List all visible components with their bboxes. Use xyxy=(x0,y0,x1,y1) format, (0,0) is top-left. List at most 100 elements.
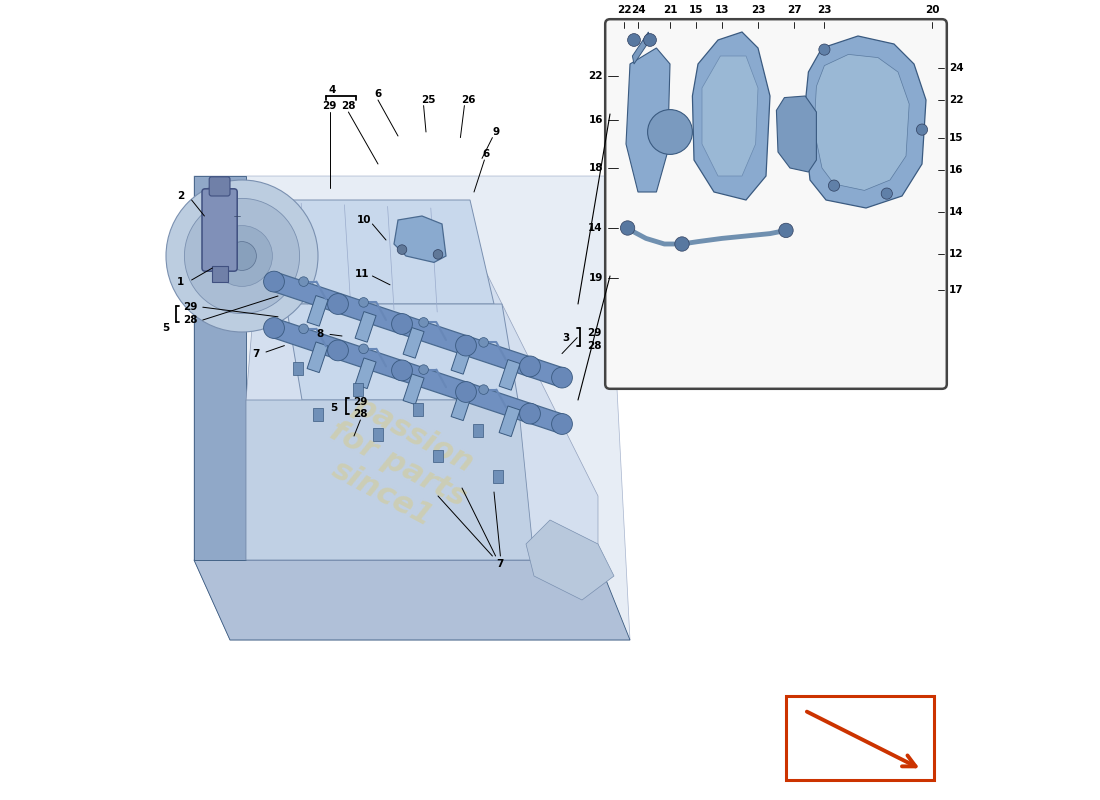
Circle shape xyxy=(228,242,256,270)
Circle shape xyxy=(674,237,690,251)
Circle shape xyxy=(478,338,488,347)
Polygon shape xyxy=(194,560,630,640)
Circle shape xyxy=(397,245,407,254)
Polygon shape xyxy=(271,319,565,433)
Text: 29: 29 xyxy=(586,328,602,338)
FancyBboxPatch shape xyxy=(209,177,230,196)
Text: 23: 23 xyxy=(817,5,832,14)
Bar xyxy=(373,428,383,441)
Circle shape xyxy=(519,356,540,377)
Polygon shape xyxy=(692,32,770,200)
Polygon shape xyxy=(307,295,328,326)
Text: 29: 29 xyxy=(183,302,197,312)
Circle shape xyxy=(359,298,369,307)
Text: 28: 28 xyxy=(353,410,367,419)
Text: 14: 14 xyxy=(588,223,603,233)
Circle shape xyxy=(828,180,839,191)
Circle shape xyxy=(881,188,892,199)
Polygon shape xyxy=(814,54,910,190)
Text: 16: 16 xyxy=(588,115,603,125)
FancyBboxPatch shape xyxy=(605,19,947,389)
Text: 5: 5 xyxy=(330,403,338,413)
Polygon shape xyxy=(451,343,472,374)
Circle shape xyxy=(551,367,572,388)
Text: 8: 8 xyxy=(316,330,323,339)
Polygon shape xyxy=(777,96,816,172)
Text: 2: 2 xyxy=(177,191,184,201)
Circle shape xyxy=(519,403,540,424)
Text: 25: 25 xyxy=(421,95,436,105)
Circle shape xyxy=(551,414,572,434)
Text: 13: 13 xyxy=(715,5,729,14)
Circle shape xyxy=(166,180,318,332)
Circle shape xyxy=(433,250,443,259)
Text: 6: 6 xyxy=(483,149,490,158)
Text: 22: 22 xyxy=(949,95,964,105)
Circle shape xyxy=(392,360,412,381)
Polygon shape xyxy=(499,406,520,437)
Text: 28: 28 xyxy=(341,101,355,110)
Text: 19: 19 xyxy=(588,274,603,283)
Bar xyxy=(433,450,443,462)
Bar xyxy=(353,383,363,396)
Polygon shape xyxy=(246,400,534,560)
Bar xyxy=(294,362,302,375)
Circle shape xyxy=(392,314,412,334)
Text: 7: 7 xyxy=(253,349,260,358)
Bar xyxy=(414,403,422,416)
Text: 17: 17 xyxy=(949,285,964,294)
Text: 24: 24 xyxy=(630,5,646,14)
Circle shape xyxy=(185,198,299,314)
Text: 9: 9 xyxy=(492,127,499,137)
Circle shape xyxy=(328,340,349,361)
Bar xyxy=(314,408,322,421)
Text: 12: 12 xyxy=(949,250,964,259)
Text: 29: 29 xyxy=(322,101,337,110)
Text: 6: 6 xyxy=(374,90,382,99)
Circle shape xyxy=(299,277,308,286)
Polygon shape xyxy=(307,342,328,373)
Bar xyxy=(211,266,228,282)
Circle shape xyxy=(264,318,285,338)
Text: 22: 22 xyxy=(588,71,603,81)
Polygon shape xyxy=(632,32,650,64)
Text: 26: 26 xyxy=(461,95,475,105)
Text: 15: 15 xyxy=(949,133,964,142)
Polygon shape xyxy=(451,390,472,421)
Text: 27: 27 xyxy=(786,5,801,14)
Polygon shape xyxy=(194,176,630,640)
Text: 10: 10 xyxy=(358,215,372,225)
Text: 3: 3 xyxy=(562,333,570,342)
Text: 7: 7 xyxy=(497,559,504,569)
Polygon shape xyxy=(626,48,670,192)
Polygon shape xyxy=(526,520,614,600)
Text: 16: 16 xyxy=(949,165,964,174)
Circle shape xyxy=(644,34,657,46)
Text: passion
for parts
since1: passion for parts since1 xyxy=(309,386,487,542)
Polygon shape xyxy=(286,304,518,400)
Circle shape xyxy=(628,34,640,46)
Polygon shape xyxy=(271,273,565,386)
Text: 23: 23 xyxy=(750,5,766,14)
Circle shape xyxy=(455,382,476,402)
Circle shape xyxy=(359,344,369,354)
Circle shape xyxy=(779,223,793,238)
Text: 14: 14 xyxy=(949,207,964,217)
Polygon shape xyxy=(254,200,494,304)
Polygon shape xyxy=(403,374,425,405)
Polygon shape xyxy=(246,208,598,560)
Circle shape xyxy=(916,124,927,135)
Circle shape xyxy=(264,271,285,292)
Text: 21: 21 xyxy=(662,5,678,14)
Text: 5: 5 xyxy=(163,323,169,333)
Circle shape xyxy=(328,294,349,314)
Text: 28: 28 xyxy=(586,341,602,350)
Polygon shape xyxy=(403,327,425,358)
Polygon shape xyxy=(499,359,520,390)
Circle shape xyxy=(478,385,488,394)
Text: 11: 11 xyxy=(354,269,370,278)
Text: 18: 18 xyxy=(588,163,603,173)
Circle shape xyxy=(648,110,692,154)
Text: 24: 24 xyxy=(949,63,964,73)
Polygon shape xyxy=(702,56,758,176)
